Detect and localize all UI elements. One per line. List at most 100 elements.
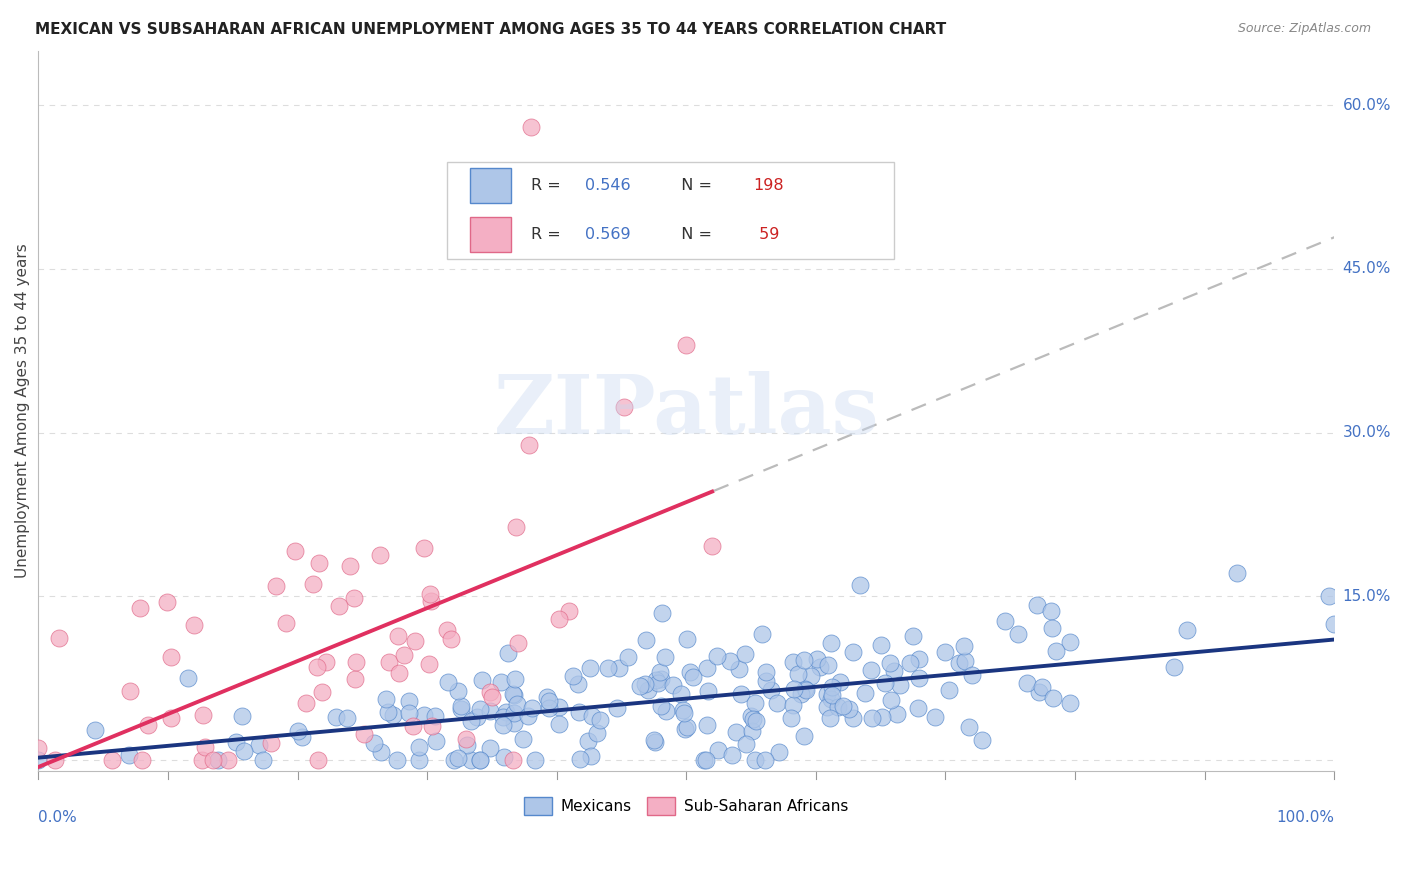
Point — [1059, 634, 1081, 648]
Point — [695, 753, 717, 767]
Point — [655, 704, 678, 718]
Point — [740, 709, 762, 723]
Point — [177, 672, 200, 686]
Point — [720, 747, 742, 762]
Point — [217, 753, 239, 767]
Text: 0.546: 0.546 — [585, 178, 631, 193]
Point — [561, 669, 583, 683]
Text: 0.569: 0.569 — [585, 227, 631, 242]
Point — [468, 753, 491, 767]
Point — [815, 699, 838, 714]
Point — [953, 639, 976, 653]
Point — [468, 753, 491, 767]
Y-axis label: Unemployment Among Ages 35 to 44 years: Unemployment Among Ages 35 to 44 years — [15, 244, 30, 578]
Point — [516, 709, 538, 723]
Point — [1323, 616, 1346, 631]
Point — [156, 595, 179, 609]
Point — [375, 691, 398, 706]
Point — [537, 700, 560, 714]
Point — [291, 730, 314, 744]
Point — [613, 401, 636, 415]
Point — [586, 726, 609, 740]
Text: MEXICAN VS SUBSAHARAN AFRICAN UNEMPLOYMENT AMONG AGES 35 TO 44 YEARS CORRELATION: MEXICAN VS SUBSAHARAN AFRICAN UNEMPLOYME… — [35, 22, 946, 37]
Point — [838, 701, 860, 715]
Point — [589, 713, 612, 727]
Point — [508, 636, 530, 650]
Point — [1163, 660, 1185, 674]
Point — [522, 701, 544, 715]
Point — [644, 735, 666, 749]
Point — [194, 740, 217, 755]
Point — [44, 753, 66, 767]
Point — [492, 718, 515, 732]
Point — [308, 556, 330, 570]
Point — [581, 709, 603, 723]
Point — [821, 689, 844, 703]
Point — [418, 657, 440, 671]
Point — [264, 579, 287, 593]
Point — [547, 699, 569, 714]
Point — [873, 675, 896, 690]
Point — [425, 734, 447, 748]
Point — [938, 683, 960, 698]
Point — [408, 740, 430, 755]
Point — [315, 655, 337, 669]
Point — [325, 710, 347, 724]
Point — [706, 743, 728, 757]
Point — [387, 629, 409, 643]
Point — [274, 615, 297, 630]
Point — [806, 651, 828, 665]
Point — [751, 627, 773, 641]
Point — [183, 617, 205, 632]
Point — [460, 753, 482, 767]
Point — [443, 753, 465, 767]
Point — [368, 548, 391, 562]
Point — [650, 699, 672, 714]
Point — [768, 745, 790, 759]
Point — [465, 709, 488, 723]
Point — [651, 607, 673, 621]
Point — [524, 753, 547, 767]
Point — [634, 677, 657, 691]
Point — [818, 711, 841, 725]
Point — [422, 719, 444, 733]
Point — [1026, 598, 1049, 612]
Point — [505, 519, 527, 533]
Point — [538, 694, 561, 708]
Point — [673, 722, 696, 736]
Point — [412, 541, 434, 555]
Point — [363, 736, 385, 750]
Text: R =: R = — [530, 178, 565, 193]
Point — [786, 666, 808, 681]
Point — [672, 706, 695, 720]
Point — [1039, 604, 1062, 618]
Point — [808, 659, 831, 673]
Point — [842, 710, 865, 724]
Point — [311, 685, 333, 699]
Point — [419, 587, 441, 601]
Point — [903, 629, 925, 643]
Point — [827, 700, 849, 714]
Point — [512, 731, 534, 746]
Text: 100.0%: 100.0% — [1277, 810, 1334, 825]
Point — [1031, 680, 1053, 694]
Point — [675, 338, 697, 352]
Point — [934, 645, 956, 659]
Text: 30.0%: 30.0% — [1343, 425, 1391, 440]
Point — [724, 724, 747, 739]
Point — [766, 697, 789, 711]
Point — [392, 648, 415, 662]
Point — [842, 645, 865, 659]
Point — [494, 749, 516, 764]
Point — [735, 737, 758, 751]
Point — [744, 753, 766, 767]
Point — [284, 543, 307, 558]
Point — [883, 664, 905, 678]
Point — [370, 745, 392, 759]
Point — [381, 707, 404, 722]
Point — [645, 673, 668, 688]
Point — [567, 677, 589, 691]
Point — [160, 649, 183, 664]
Point — [853, 685, 876, 699]
Point — [506, 697, 529, 711]
